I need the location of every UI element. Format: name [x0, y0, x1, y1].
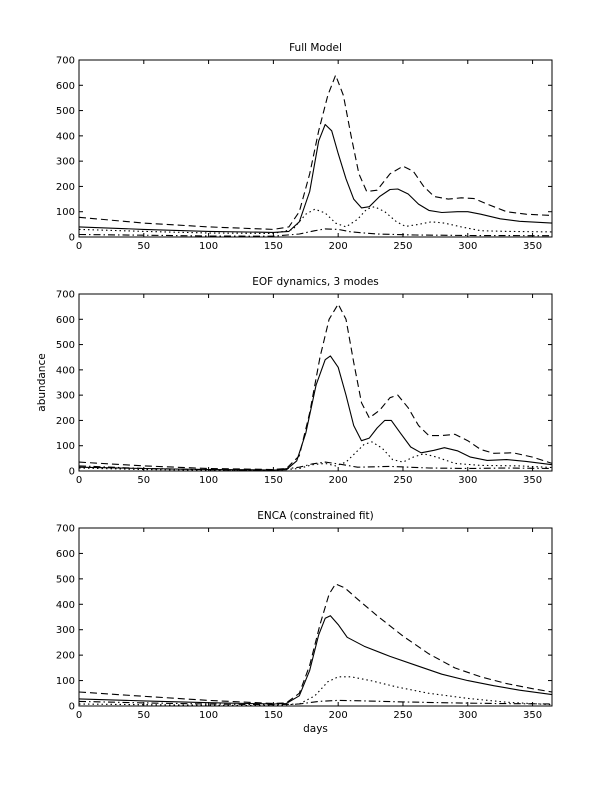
chart-2-series-dashed — [78, 303, 553, 471]
chart-3-xtick-label: 350 — [523, 710, 542, 721]
chart-1-plot-frame — [78, 59, 553, 238]
chart-2-xtick-label: 350 — [523, 475, 542, 486]
chart-1-series-dotted — [78, 206, 553, 235]
chart-2-ytick-label: 0 — [69, 467, 75, 478]
chart-2-ytick-label: 500 — [56, 340, 75, 351]
chart-3-ytick-label: 700 — [56, 524, 75, 535]
chart-1-ytick-label: 100 — [56, 207, 75, 218]
chart-1-ytick-label: 600 — [56, 81, 75, 92]
chart-1-series-dashdot — [78, 228, 553, 237]
chart-3-ytick-label: 500 — [56, 574, 75, 585]
chart-2-ylabel: abundance — [36, 353, 48, 411]
chart-2-ytick-label: 400 — [56, 365, 75, 376]
chart-3-series-dotted — [78, 676, 553, 707]
chart-2-xtick-label: 100 — [199, 475, 218, 486]
chart-3-ytick-label: 200 — [56, 651, 75, 662]
chart-3-xtick-label: 300 — [458, 710, 477, 721]
chart-1-series-dashed — [78, 74, 553, 230]
chart-3-ytick-label: 600 — [56, 549, 75, 560]
chart-3-ytick-label: 100 — [56, 676, 75, 687]
chart-1-ytick-label: 300 — [56, 157, 75, 168]
chart-2-ytick-label: 300 — [56, 391, 75, 402]
chart-3-ytick-label: 400 — [56, 600, 75, 611]
chart-2-xtick-label: 300 — [458, 475, 477, 486]
chart-2-series-dashdot — [78, 461, 553, 471]
chart-2-title: EOF dynamics, 3 modes — [252, 276, 379, 288]
chart-3-series-solid — [78, 615, 553, 705]
chart-3-title: ENCA (constrained fit) — [257, 510, 374, 522]
chart-3-xtick-label: 250 — [393, 710, 412, 721]
chart-3-ytick-label: 300 — [56, 625, 75, 636]
chart-2-ytick-label: 100 — [56, 441, 75, 452]
chart-1-xtick-label: 300 — [458, 241, 477, 252]
chart-2-xtick-label: 250 — [393, 475, 412, 486]
chart-1-xtick-label: 100 — [199, 241, 218, 252]
chart-2-xtick-label: 0 — [76, 475, 82, 486]
chart-3-series-dashdot — [78, 699, 553, 706]
chart-3-xlabel: days — [303, 723, 328, 735]
chart-1-series-solid — [78, 123, 553, 233]
chart-2-series-solid — [78, 355, 553, 471]
chart-3-xtick-label: 100 — [199, 710, 218, 721]
chart-2-xtick-label: 50 — [137, 475, 150, 486]
chart-2-xtick-label: 150 — [264, 475, 283, 486]
chart-2-ytick-label: 700 — [56, 290, 75, 301]
chart-1-xtick-label: 0 — [76, 241, 82, 252]
chart-3-xtick-label: 200 — [329, 710, 348, 721]
chart-1-ytick-label: 700 — [56, 56, 75, 67]
chart-3-xtick-label: 50 — [137, 710, 150, 721]
chart-2-plot-frame — [78, 293, 553, 472]
chart-1-xtick-label: 150 — [264, 241, 283, 252]
chart-3-series-dashed — [78, 583, 553, 705]
chart-1-xtick-label: 200 — [329, 241, 348, 252]
chart-2-series-dotted — [78, 441, 553, 472]
chart-1-title: Full Model — [289, 42, 342, 54]
chart-1-ytick-label: 400 — [56, 131, 75, 142]
chart-3-xtick-label: 0 — [76, 710, 82, 721]
chart-2-ytick-label: 200 — [56, 416, 75, 427]
chart-1-ytick-label: 0 — [69, 233, 75, 244]
chart-3-xtick-label: 150 — [264, 710, 283, 721]
chart-2-ytick-label: 600 — [56, 315, 75, 326]
chart-3-plot-frame — [78, 527, 553, 707]
chart-1-xtick-label: 350 — [523, 241, 542, 252]
chart-3-ytick-label: 0 — [69, 702, 75, 713]
chart-1-ytick-label: 200 — [56, 182, 75, 193]
chart-1-xtick-label: 50 — [137, 241, 150, 252]
chart-1-xtick-label: 250 — [393, 241, 412, 252]
chart-1-ytick-label: 500 — [56, 106, 75, 117]
chart-2-xtick-label: 200 — [329, 475, 348, 486]
